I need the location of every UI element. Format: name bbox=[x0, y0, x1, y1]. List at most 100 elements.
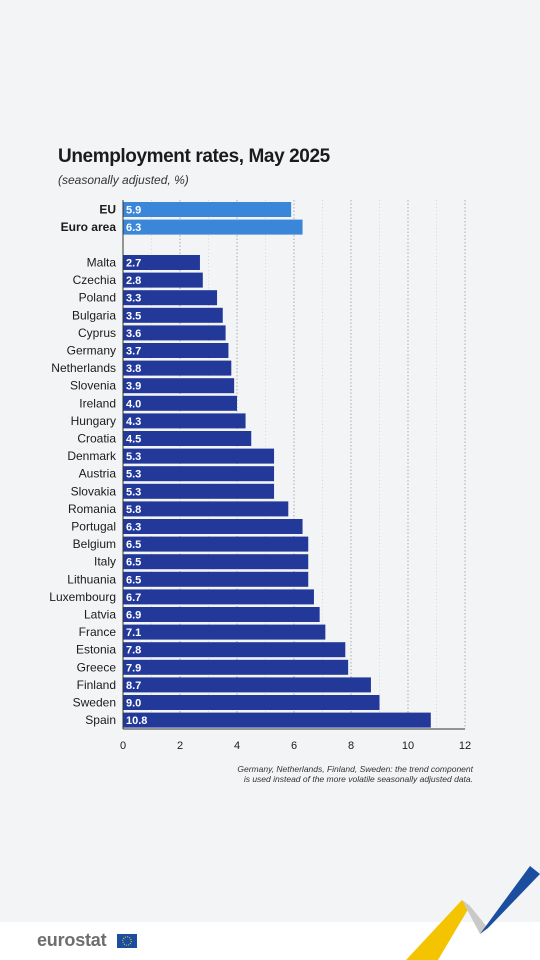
bar-chart: EU 5.9 Euro area 6.3 Malta 2.7 Czechia 2.8 Polan… bbox=[49, 200, 471, 752]
data-label: 6.9 bbox=[126, 610, 141, 622]
data-label: 5.3 bbox=[126, 451, 141, 463]
bar bbox=[123, 448, 275, 464]
x-tick-label: 10 bbox=[402, 740, 414, 752]
bar bbox=[123, 607, 320, 622]
chart-subtitle: (seasonally adjusted, %) bbox=[58, 173, 189, 187]
data-label: 5.3 bbox=[126, 486, 141, 498]
category-label: Cyprus bbox=[78, 326, 116, 340]
bar bbox=[123, 466, 275, 482]
x-tick-label: 6 bbox=[291, 740, 297, 752]
data-label: 6.7 bbox=[126, 592, 141, 604]
category-label: Slovenia bbox=[70, 379, 116, 393]
category-label: Hungary bbox=[71, 414, 116, 428]
x-tick-label: 4 bbox=[234, 740, 240, 752]
footnote: Germany, Netherlands, Finland, Sweden: t… bbox=[173, 764, 473, 784]
category-label: Denmark bbox=[67, 449, 117, 463]
x-tick-label: 12 bbox=[459, 740, 471, 752]
bar bbox=[123, 677, 371, 693]
category-label: Spain bbox=[85, 713, 116, 727]
category-label: EU bbox=[99, 203, 116, 217]
bar bbox=[123, 483, 275, 499]
bar bbox=[123, 712, 431, 728]
data-label: 6.3 bbox=[126, 222, 141, 234]
bar bbox=[123, 659, 349, 675]
data-label: 3.3 bbox=[126, 293, 141, 305]
category-label: Austria bbox=[79, 467, 117, 481]
category-label: France bbox=[79, 625, 117, 639]
data-label: 4.0 bbox=[126, 398, 141, 410]
bar bbox=[123, 695, 380, 710]
bar bbox=[123, 624, 326, 640]
bar bbox=[123, 413, 246, 429]
bar bbox=[123, 255, 200, 270]
category-label: Romania bbox=[68, 502, 116, 516]
bar bbox=[123, 290, 218, 306]
category-label: Slovakia bbox=[71, 484, 117, 498]
bar bbox=[123, 343, 229, 358]
data-label: 5.3 bbox=[126, 469, 141, 481]
category-label: Euro area bbox=[61, 220, 117, 234]
category-label: Belgium bbox=[73, 537, 116, 551]
bar bbox=[123, 272, 203, 288]
data-label: 6.5 bbox=[126, 539, 141, 551]
bar bbox=[123, 536, 309, 552]
data-label: 9.0 bbox=[126, 698, 141, 710]
bar bbox=[123, 589, 314, 605]
eurostat-logo-text: eurostat bbox=[37, 930, 107, 950]
decorative-chevron-icon bbox=[406, 866, 540, 960]
data-label: 7.9 bbox=[126, 662, 141, 674]
data-label: 3.9 bbox=[126, 381, 141, 393]
data-label: 6.5 bbox=[126, 557, 141, 569]
footnote-line-2: is used instead of the more volatile sea… bbox=[243, 774, 473, 784]
x-tick-label: 0 bbox=[120, 740, 126, 752]
bar bbox=[123, 431, 252, 446]
category-label: Latvia bbox=[84, 608, 116, 622]
category-label: Malta bbox=[87, 256, 117, 270]
footnote-line-1: Germany, Netherlands, Finland, Sweden: t… bbox=[237, 764, 473, 774]
bar bbox=[123, 571, 309, 587]
category-label: Portugal bbox=[71, 520, 116, 534]
bar bbox=[123, 501, 289, 517]
data-label: 5.9 bbox=[126, 205, 141, 217]
data-label: 10.8 bbox=[126, 715, 147, 727]
data-label: 3.8 bbox=[126, 363, 141, 375]
data-label: 8.7 bbox=[126, 680, 141, 692]
category-label: Czechia bbox=[73, 273, 117, 287]
data-label: 3.6 bbox=[126, 328, 141, 340]
category-label: Lithuania bbox=[67, 572, 116, 586]
data-label: 2.8 bbox=[126, 275, 141, 287]
x-tick-label: 2 bbox=[177, 740, 183, 752]
data-label: 3.7 bbox=[126, 346, 141, 358]
bar bbox=[123, 395, 237, 411]
data-label: 7.1 bbox=[126, 627, 141, 639]
category-label: Germany bbox=[67, 344, 116, 358]
category-label: Luxembourg bbox=[49, 590, 116, 604]
bar bbox=[123, 554, 309, 570]
category-label: Poland bbox=[79, 291, 116, 305]
bar bbox=[123, 378, 235, 394]
bar bbox=[123, 307, 223, 323]
data-label: 5.8 bbox=[126, 504, 141, 516]
category-label: Croatia bbox=[77, 432, 116, 446]
category-label: Ireland bbox=[79, 396, 116, 410]
category-label: Italy bbox=[94, 555, 116, 569]
bar bbox=[123, 519, 303, 534]
chart-title: Unemployment rates, May 2025 bbox=[58, 146, 330, 167]
category-label: Finland bbox=[77, 678, 116, 692]
bar bbox=[123, 219, 303, 235]
data-label: 4.5 bbox=[126, 434, 141, 446]
category-label: Netherlands bbox=[51, 361, 116, 375]
data-label: 6.3 bbox=[126, 522, 141, 534]
data-label: 7.8 bbox=[126, 645, 141, 657]
data-label: 3.5 bbox=[126, 310, 141, 322]
bar bbox=[123, 202, 292, 217]
data-label: 6.5 bbox=[126, 574, 141, 586]
data-label: 2.7 bbox=[126, 258, 141, 270]
category-label: Greece bbox=[77, 660, 117, 674]
bar bbox=[123, 360, 232, 376]
bar bbox=[123, 642, 346, 658]
category-label: Sweden bbox=[73, 696, 116, 710]
category-label: Estonia bbox=[76, 643, 116, 657]
eu-flag-icon bbox=[117, 934, 137, 948]
bar bbox=[123, 325, 226, 341]
